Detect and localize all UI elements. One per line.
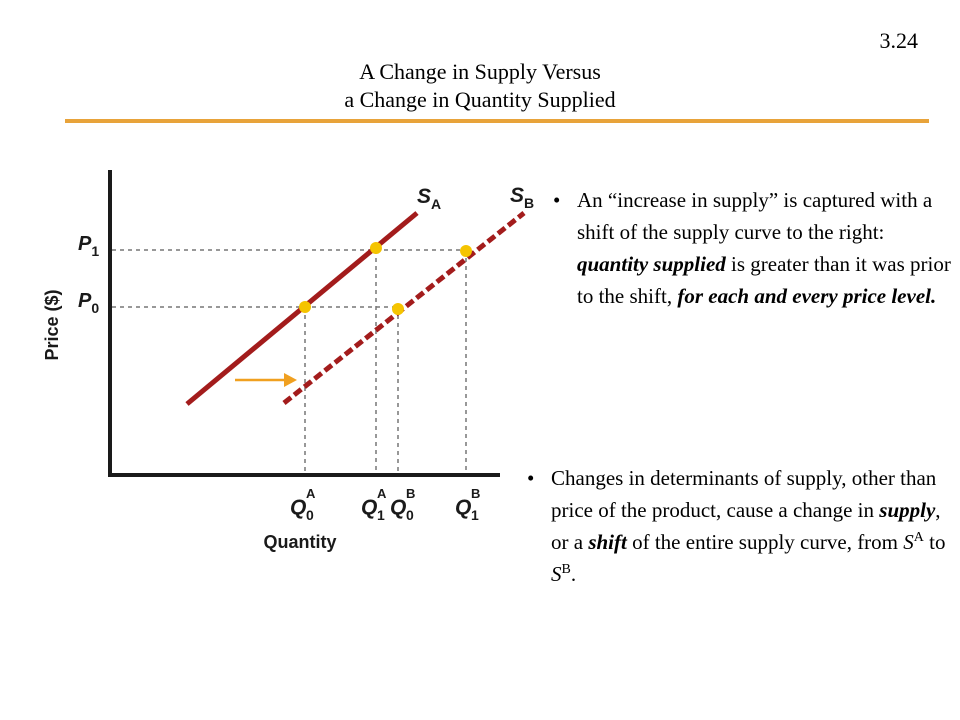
bullet-text: of the entire supply curve, from bbox=[626, 530, 904, 554]
price-label-p0: P0 bbox=[78, 290, 99, 316]
svg-text:0: 0 bbox=[406, 507, 414, 523]
curve-superscript: A bbox=[913, 530, 924, 545]
svg-text:Q: Q bbox=[390, 496, 406, 519]
title-line-1: A Change in Supply Versus bbox=[359, 59, 601, 84]
bullet-text: to bbox=[923, 530, 946, 554]
curve-label-sa: SA bbox=[417, 185, 441, 212]
y-axis-label: Price ($) bbox=[42, 289, 62, 360]
quantity-tick-q0b: Q B 0 bbox=[390, 486, 415, 523]
svg-text:A: A bbox=[377, 486, 387, 501]
svg-text:1: 1 bbox=[377, 507, 385, 523]
marker-p1-sa bbox=[370, 242, 382, 254]
bullet-emphasis: quantity supplied bbox=[577, 252, 726, 276]
title-divider bbox=[65, 119, 929, 123]
svg-text:B: B bbox=[406, 486, 415, 501]
bullet-text: . bbox=[570, 562, 577, 586]
curve-symbol: S bbox=[551, 562, 562, 586]
bullet-emphasis: for each and every price level. bbox=[677, 284, 937, 308]
bullet-emphasis: supply bbox=[879, 498, 936, 522]
svg-text:Q: Q bbox=[361, 496, 377, 519]
slide-title: A Change in Supply Versus a Change in Qu… bbox=[0, 58, 960, 114]
supply-curve-b bbox=[282, 211, 526, 405]
marker-p1-sb bbox=[460, 245, 472, 257]
bullet-text: , or a bbox=[551, 498, 941, 554]
bullet-increase-in-supply: • An “increase in supply” is captured wi… bbox=[553, 184, 952, 312]
svg-text:0: 0 bbox=[306, 507, 314, 523]
bullet-text: Changes in determinants of supply, other… bbox=[551, 466, 937, 522]
svg-text:Q: Q bbox=[455, 496, 471, 519]
svg-text:B: B bbox=[471, 486, 480, 501]
x-axis-label: Quantity bbox=[263, 532, 336, 552]
svg-text:Q: Q bbox=[290, 496, 306, 519]
shift-arrow-icon bbox=[235, 373, 297, 387]
quantity-tick-q1a: Q A 1 bbox=[361, 486, 387, 523]
quantity-tick-q1b: Q B 1 bbox=[455, 486, 480, 523]
bullet-emphasis: shift bbox=[588, 530, 627, 554]
bullet-marker: • bbox=[553, 188, 561, 212]
svg-text:1: 1 bbox=[471, 507, 479, 523]
bullet-marker: • bbox=[527, 466, 535, 490]
bullet-determinants-of-supply: • Changes in determinants of supply, oth… bbox=[527, 462, 946, 590]
svg-text:A: A bbox=[306, 486, 316, 501]
title-line-2: a Change in Quantity Supplied bbox=[344, 87, 616, 112]
bullet-text: An “increase in supply” is captured with… bbox=[577, 188, 933, 244]
curve-label-sb: SB bbox=[510, 184, 534, 211]
bullet-text: is greater than it was prior to the shif… bbox=[577, 252, 951, 308]
curve-symbol: S bbox=[903, 530, 914, 554]
marker-p0-sb bbox=[392, 303, 404, 315]
price-label-p1: P1 bbox=[78, 233, 99, 259]
slide-number: 3.24 bbox=[879, 28, 919, 53]
quantity-tick-q0a: Q A 0 bbox=[290, 486, 316, 523]
marker-p0-sa bbox=[299, 301, 311, 313]
curve-superscript: B bbox=[561, 562, 571, 577]
